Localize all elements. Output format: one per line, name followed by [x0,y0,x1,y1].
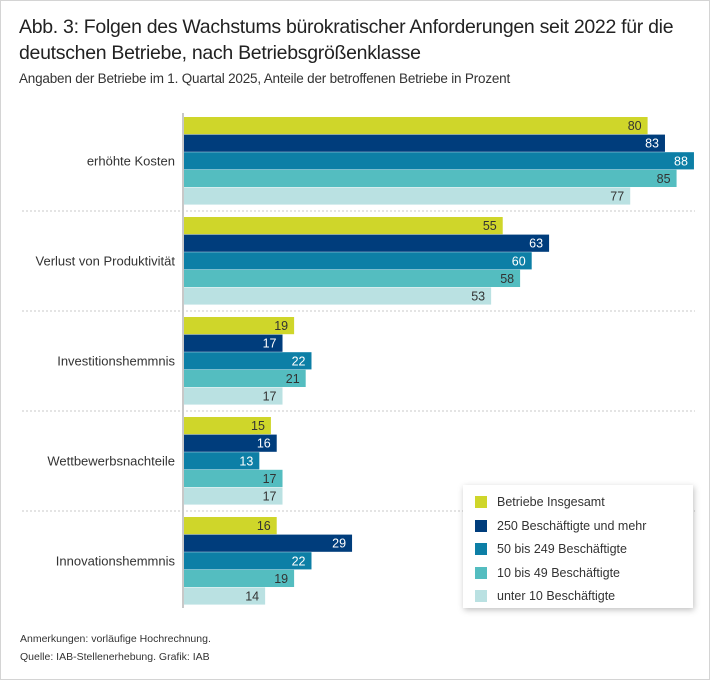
bar-value-label: 17 [263,472,277,486]
legend-label: 10 bis 49 Beschäftigte [497,565,620,580]
bar-value-label: 13 [239,454,253,468]
bar [184,517,277,535]
notes-source: Quelle: IAB-Stellenerhebung. Grafik: IAB [20,651,210,663]
bar [184,417,271,435]
bar-value-label: 85 [657,172,671,186]
bar-value-label: 16 [257,519,271,533]
legend-item: Betriebe Insgesamt [475,492,605,512]
legend-label: Betriebe Insgesamt [497,495,605,509]
bar-value-label: 22 [292,354,306,368]
category-label: Innovationshemmnis [56,554,176,569]
legend-item: 250 Beschäftigte und mehr [475,516,646,536]
bar-value-label: 19 [274,572,288,586]
chart-subtitle: Angaben der Betriebe im 1. Quartal 2025,… [19,71,511,86]
bar-value-label: 17 [263,390,277,404]
notes: Anmerkungen: vorläufige Hochrechnung. Qu… [20,630,211,666]
bar-value-label: 29 [332,537,346,551]
bar [184,369,306,387]
bar [184,134,665,152]
bar-value-label: 80 [628,119,642,133]
bar-value-label: 21 [286,372,300,386]
bar [184,187,631,205]
bar [184,169,677,187]
bar-value-label: 14 [245,590,259,604]
legend-item: unter 10 Beschäftigte [475,586,615,606]
bar-value-label: 17 [263,490,277,504]
bar [184,552,312,570]
category-label: Wettbewerbsnachteile [47,454,175,469]
bar-value-label: 22 [292,554,306,568]
notes-remarks: Anmerkungen: vorläufige Hochrechnung. [20,633,211,645]
bar [184,487,283,505]
legend-item: 50 bis 249 Beschäftigte [475,539,627,559]
legend-label: 50 bis 249 Beschäftigte [497,542,627,556]
legend-label: unter 10 Beschäftigte [497,589,616,603]
category-label: Verlust von Produktivität [36,254,176,269]
bar [184,434,277,452]
bar [184,234,550,252]
bar-value-label: 58 [500,272,514,286]
bar [184,334,283,352]
bar-value-label: 55 [483,219,497,233]
bar [184,252,532,270]
bar [184,269,521,287]
bar [184,117,648,135]
category-label: Investitionshemmnis [57,354,175,369]
bar [184,469,283,487]
legend-swatch [475,566,487,579]
bar [184,152,694,170]
bar [184,287,492,305]
chart-title: Abb. 3: Folgen des Wachstums bürokratisc… [19,16,674,64]
legend-swatch [475,543,487,555]
bar [184,452,260,470]
bar [184,387,283,405]
legend-swatch [475,519,487,532]
bar [184,534,353,552]
bar [184,317,295,335]
category-label: erhöhte Kosten [87,154,175,169]
bar-value-label: 15 [251,419,265,433]
legend-label: 250 Beschäftigte und mehr [497,518,647,533]
legend: Betriebe Insgesamt 250 Beschäftigte und m… [463,485,693,608]
bar [184,569,295,587]
bar-value-label: 77 [610,190,624,204]
bar-value-label: 63 [529,237,543,251]
bar [184,587,266,605]
bar-value-label: 16 [257,437,271,451]
bar-value-label: 17 [263,337,277,351]
legend-swatch [475,590,487,602]
bar-value-label: 53 [471,290,485,304]
bar-value-label: 88 [674,154,688,168]
bar-value-label: 83 [645,137,659,151]
bar [184,352,312,370]
bar-value-label: 19 [274,319,288,333]
bar [184,217,503,235]
legend-item: 10 bis 49 Beschäftigte [475,563,620,583]
legend-swatch [475,496,487,508]
bar-value-label: 60 [512,254,526,268]
